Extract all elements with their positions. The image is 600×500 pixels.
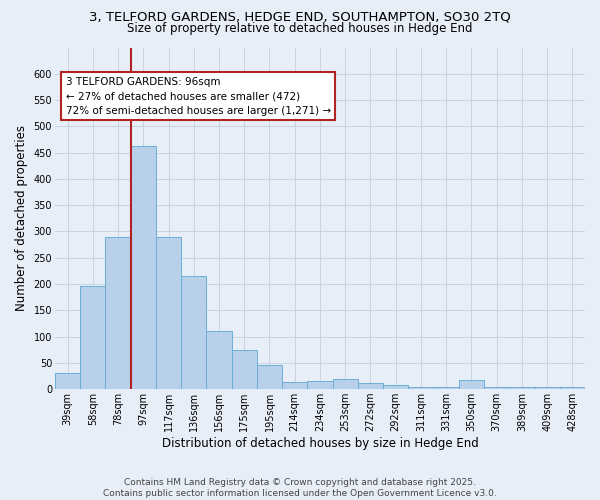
Bar: [358, 384, 383, 389]
Y-axis label: Number of detached properties: Number of detached properties: [15, 126, 28, 312]
Text: Size of property relative to detached houses in Hedge End: Size of property relative to detached ho…: [127, 22, 473, 35]
Bar: [282, 382, 307, 389]
Bar: [55, 374, 80, 389]
Bar: [232, 350, 257, 389]
Bar: [106, 236, 131, 389]
Bar: [181, 276, 206, 389]
Text: Contains HM Land Registry data © Crown copyright and database right 2025.
Contai: Contains HM Land Registry data © Crown c…: [103, 478, 497, 498]
Bar: [332, 378, 358, 389]
Bar: [409, 386, 434, 389]
Bar: [560, 386, 585, 389]
Bar: [459, 380, 484, 389]
Bar: [484, 386, 509, 389]
Bar: [509, 386, 535, 389]
Text: 3, TELFORD GARDENS, HEDGE END, SOUTHAMPTON, SO30 2TQ: 3, TELFORD GARDENS, HEDGE END, SOUTHAMPT…: [89, 11, 511, 24]
Bar: [535, 386, 560, 389]
X-axis label: Distribution of detached houses by size in Hedge End: Distribution of detached houses by size …: [161, 437, 478, 450]
Bar: [156, 236, 181, 389]
Bar: [307, 382, 332, 389]
Bar: [80, 286, 106, 389]
Bar: [383, 385, 409, 389]
Bar: [131, 146, 156, 389]
Bar: [434, 386, 459, 389]
Bar: [257, 365, 282, 389]
Bar: [206, 331, 232, 389]
Text: 3 TELFORD GARDENS: 96sqm
← 27% of detached houses are smaller (472)
72% of semi-: 3 TELFORD GARDENS: 96sqm ← 27% of detach…: [65, 76, 331, 116]
